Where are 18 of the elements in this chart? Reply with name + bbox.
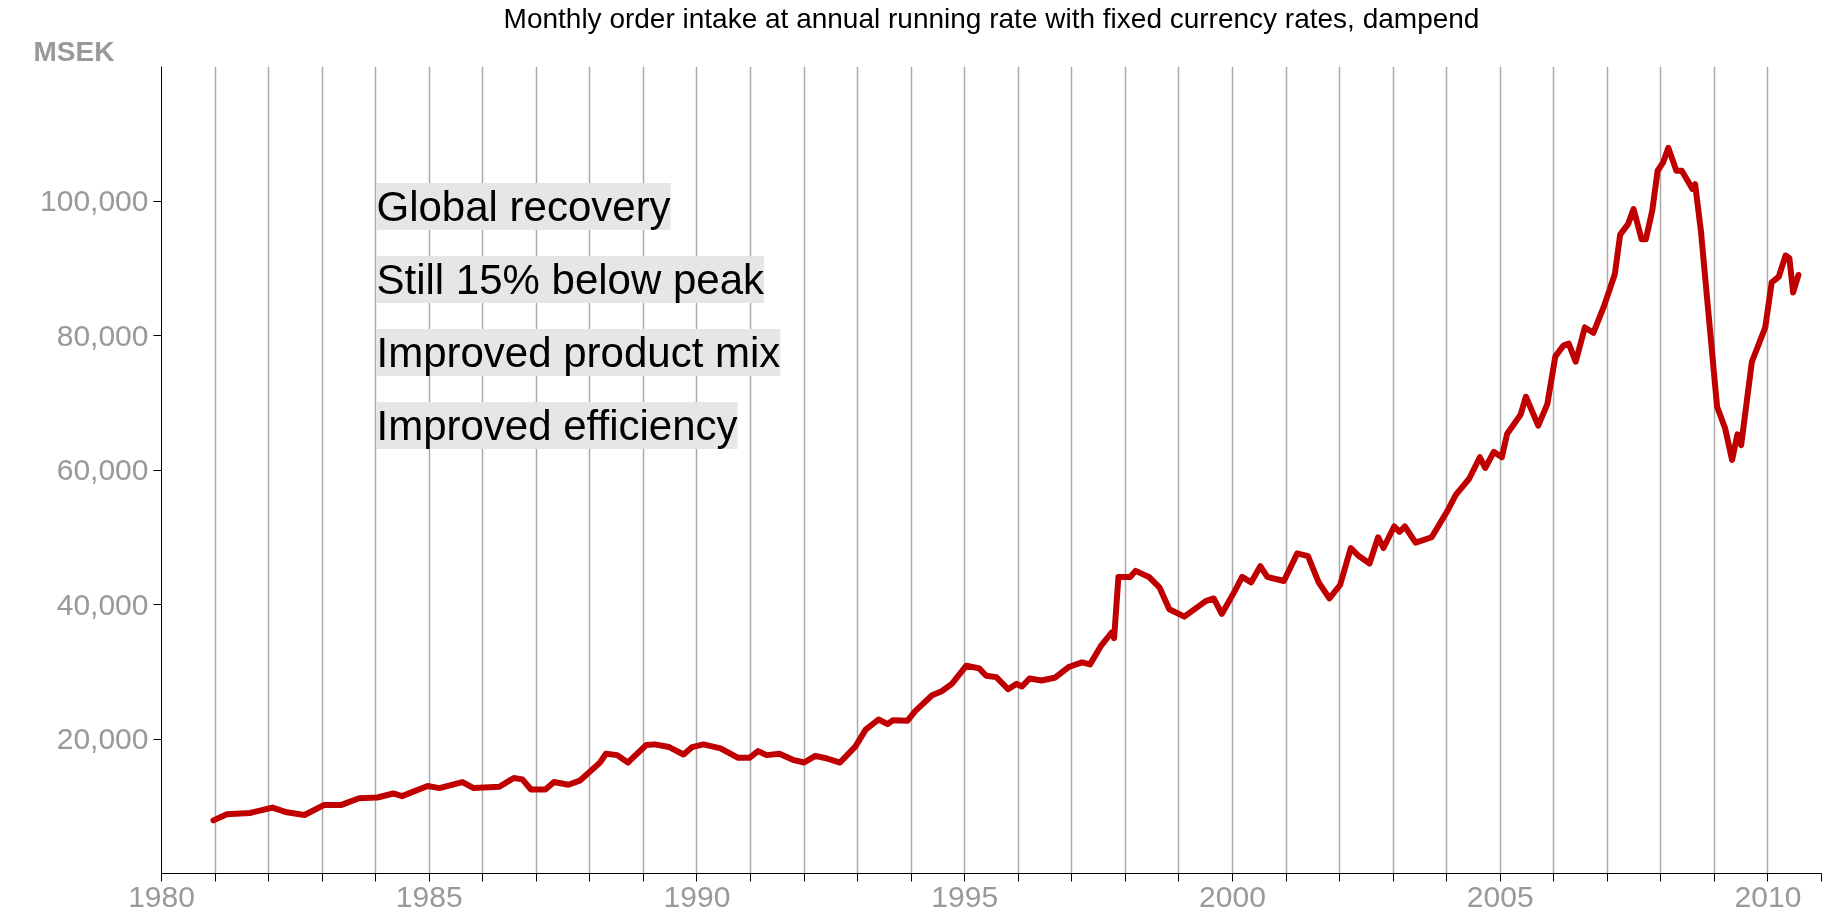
y-tick-label: 80,000	[56, 318, 149, 352]
chart-title: Monthly order intake at annual running rate with fixed currency rates, dampend	[503, 2, 1480, 34]
y-axis-title: MSEK	[33, 35, 115, 67]
annotation: Still 15% below peak	[376, 256, 766, 303]
x-tick-label: 2005	[1466, 879, 1534, 913]
annotation: Improved efficiency	[376, 402, 738, 449]
x-tick-label: 1985	[395, 879, 463, 913]
annotation: Global recovery	[376, 183, 671, 230]
x-tick-label: 1980	[128, 879, 195, 913]
x-tick-label: 1995	[931, 879, 999, 913]
y-tick-label: 100,000	[40, 184, 149, 217]
y-tick-label: 20,000	[56, 722, 149, 755]
y-tick-label: 60,000	[56, 453, 149, 486]
x-tick-label: 2000	[1199, 879, 1266, 913]
x-tick-label: 2010	[1734, 879, 1802, 913]
annotation: Improved product mix	[376, 329, 781, 376]
y-tick-label: 40,000	[56, 587, 149, 621]
x-tick-label: 1990	[663, 879, 731, 913]
